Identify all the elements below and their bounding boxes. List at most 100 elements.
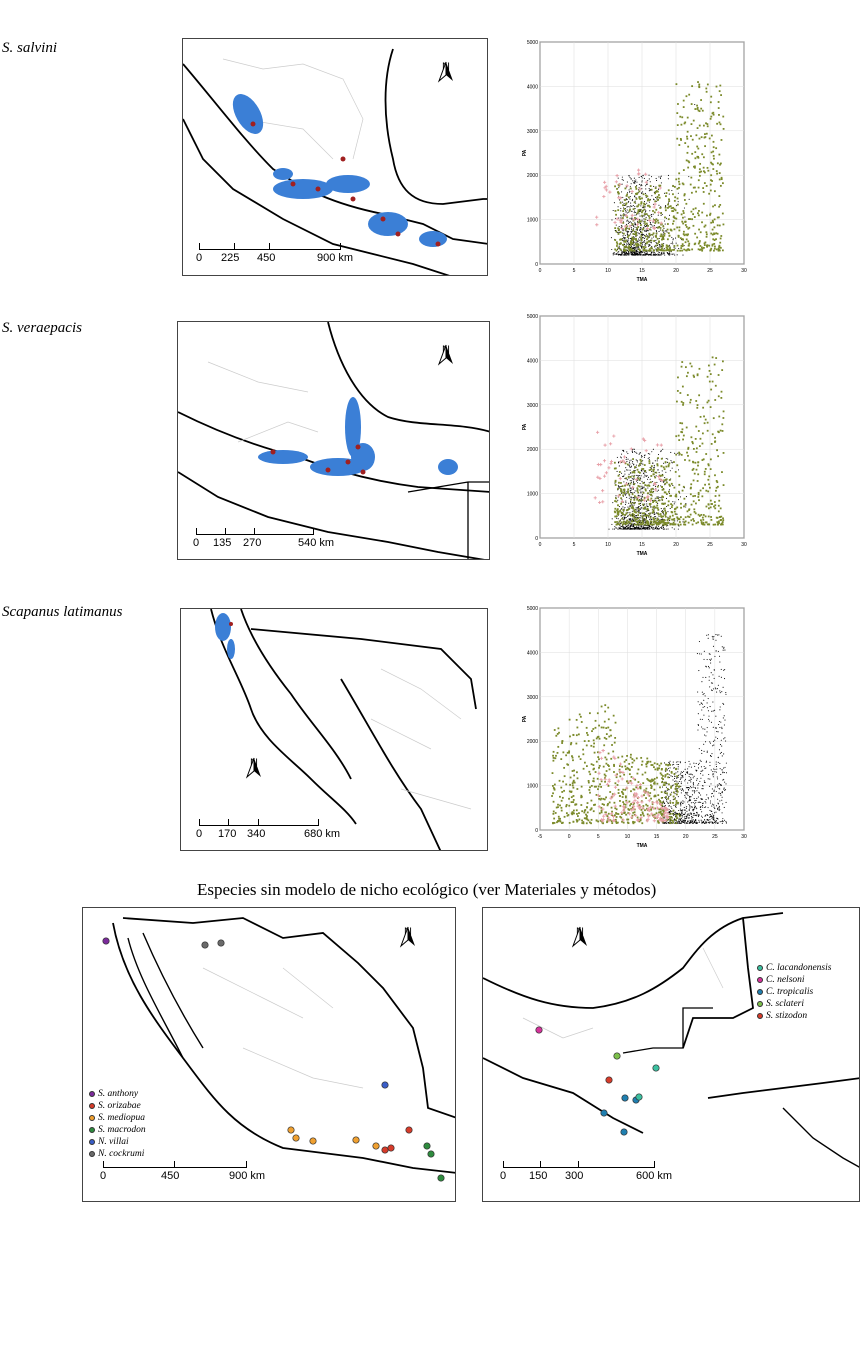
scatter-point [684, 520, 687, 523]
scatter-point [641, 219, 643, 221]
scatter-point [615, 527, 617, 529]
scatter-point [665, 195, 667, 198]
scatter-point [631, 758, 634, 760]
scatter-point [640, 460, 643, 463]
scatter-point [681, 788, 683, 790]
scatter-point [700, 766, 702, 768]
scatter-point [635, 197, 637, 199]
scatter-point [720, 397, 723, 399]
scatter-point [678, 490, 680, 493]
scatter-point [622, 210, 625, 213]
scatter-point [658, 515, 660, 517]
scatter-point [723, 703, 725, 705]
scatter-point [691, 807, 693, 809]
scatter-point [680, 516, 682, 519]
scatter-point [719, 762, 721, 764]
scatter-point [714, 820, 716, 823]
scatter-point [694, 108, 697, 110]
scatter-point [647, 525, 649, 527]
scatter-point [658, 474, 661, 477]
scatter-point [598, 476, 602, 481]
x-tick-label: -5 [538, 834, 543, 840]
x-tick-label: 5 [597, 834, 600, 840]
scatter-point [622, 821, 625, 824]
scatter-point [692, 119, 695, 122]
scatter-point [710, 151, 713, 154]
scatter-point [620, 472, 623, 474]
scatter-point [675, 822, 678, 825]
scatter-point [668, 214, 671, 216]
scatter-point [614, 482, 616, 484]
scatter-point [632, 496, 634, 499]
scatter-point [552, 792, 554, 795]
scatter-point [639, 462, 642, 465]
scatter-point [640, 475, 642, 477]
scatter-point [678, 475, 681, 478]
scatter-point [630, 240, 632, 243]
scatter-point [643, 215, 645, 217]
scatter-point [681, 811, 683, 813]
scatter-point [702, 694, 704, 696]
scatter-point [633, 246, 636, 248]
scatter-point [675, 205, 677, 207]
scatter-point [665, 244, 668, 247]
scatter-point [620, 485, 622, 488]
scatter-point [640, 183, 642, 186]
scatter-point [659, 811, 662, 814]
scatter-point [667, 796, 670, 798]
species-label-veraepacis: S. veraepacis [2, 320, 82, 336]
scatter-point [631, 523, 633, 525]
scatter-point [701, 811, 703, 813]
scatter-point [587, 740, 590, 742]
scatter-point [664, 476, 666, 479]
scatter-point [615, 523, 618, 526]
scatter-point [644, 180, 648, 184]
species-label-salvini: S. salvini [2, 40, 57, 56]
scatter-point [694, 437, 697, 440]
scatter-point [676, 400, 678, 403]
scatter-point [681, 771, 683, 774]
scatter-point [586, 811, 589, 814]
scatter-point [701, 691, 703, 693]
scatter-point [640, 254, 642, 256]
scatter-point [687, 448, 690, 450]
scatter-point [601, 821, 604, 824]
scatter-point [595, 794, 598, 796]
scatter-point [599, 819, 602, 822]
scatter-point [687, 794, 689, 796]
scatter-point [600, 705, 603, 708]
scatter-point [627, 239, 629, 241]
scatter-point [660, 233, 663, 236]
scatter-point [660, 212, 662, 215]
scatter-point [613, 804, 617, 808]
scatter-point [643, 213, 646, 216]
scatter-point [612, 750, 615, 753]
scatter-point [672, 809, 675, 812]
scatter-point [596, 475, 600, 479]
scatter-point [663, 248, 665, 250]
scatter-point [690, 103, 693, 105]
scatter-point [623, 760, 626, 763]
scatter-point [712, 645, 715, 647]
scatter-point [710, 796, 712, 798]
scatter-point [642, 193, 645, 196]
scatter-point [681, 789, 683, 791]
scatter-point [691, 442, 694, 445]
scatter-point [621, 217, 624, 219]
scatter-point [705, 761, 707, 763]
scatter-point [667, 504, 670, 507]
scatter-point [629, 463, 631, 465]
scatter-point [657, 474, 661, 479]
scatter-point [601, 749, 605, 753]
scatter-point [572, 801, 575, 803]
scatter-point [560, 786, 563, 789]
scatter-point [677, 803, 679, 805]
scatter-point [693, 510, 696, 513]
scatter-point [675, 806, 677, 808]
scatter-point [640, 226, 642, 228]
x-axis-label: TMA [637, 551, 648, 557]
scatter-point [685, 233, 688, 236]
scatter-point [708, 244, 711, 247]
scatter-point [626, 483, 629, 486]
